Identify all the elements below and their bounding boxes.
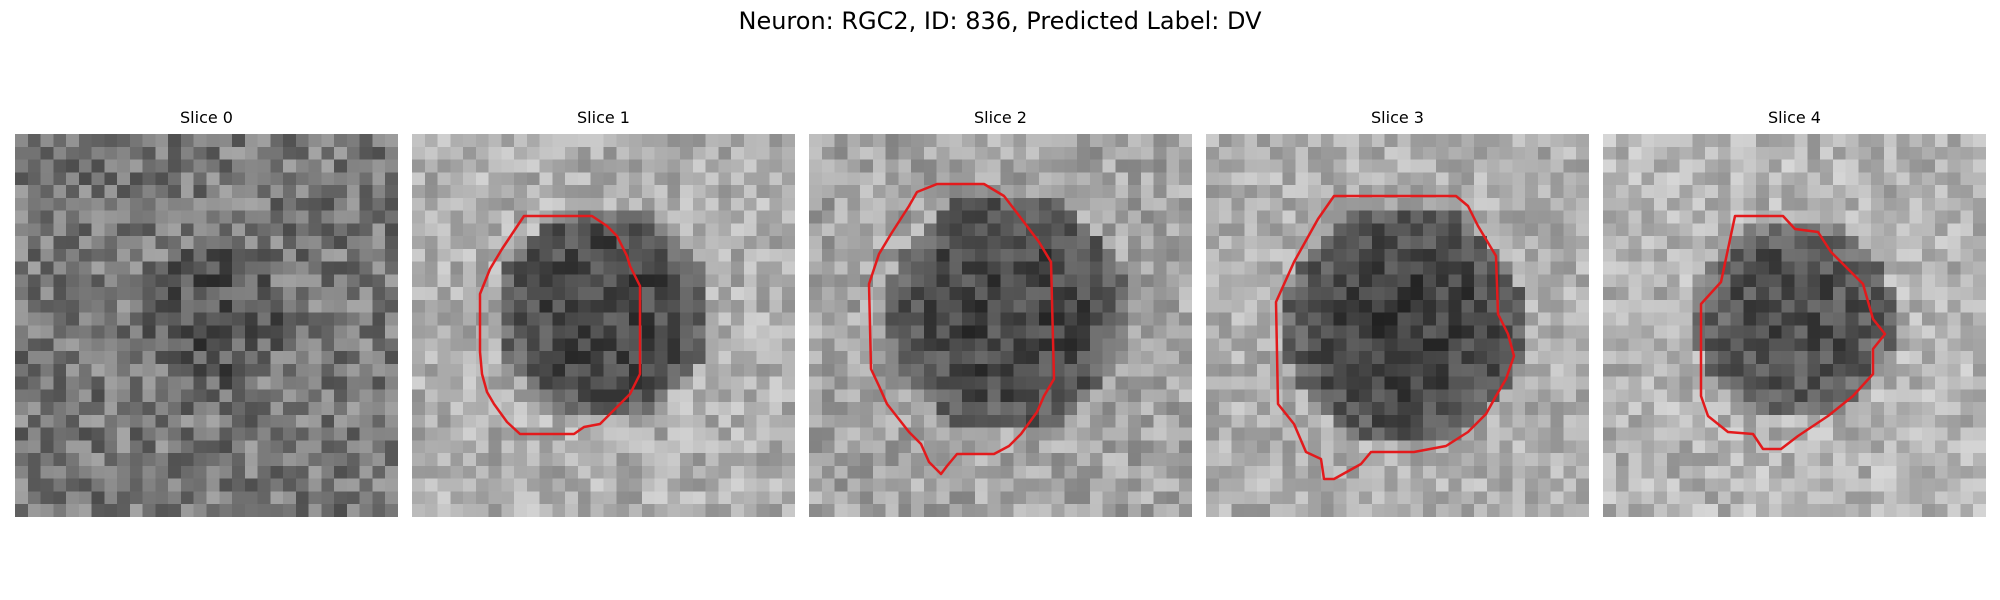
roi-contour [1274,194,1516,481]
slice-title: Slice 1 [577,108,630,127]
slice-image [15,134,398,517]
slice-title: Slice 3 [1371,108,1424,127]
roi-contour-overlay [1274,194,1516,481]
slice-title: Slice 4 [1768,108,1821,127]
slice-title: Slice 2 [974,108,1027,127]
roi-contour-overlay [1699,214,1887,451]
slice-image [412,134,795,517]
roi-contour-overlay [478,214,642,436]
roi-contour-overlay [867,182,1056,476]
roi-contour [867,182,1056,476]
slice-image [1603,134,1986,517]
roi-contour [478,214,642,436]
roi-contour-overlay [15,134,398,517]
roi-contour [1699,214,1887,451]
slice-title: Slice 0 [180,108,233,127]
figure-title: Neuron: RGC2, ID: 836, Predicted Label: … [738,7,1262,35]
slice-image [809,134,1192,517]
